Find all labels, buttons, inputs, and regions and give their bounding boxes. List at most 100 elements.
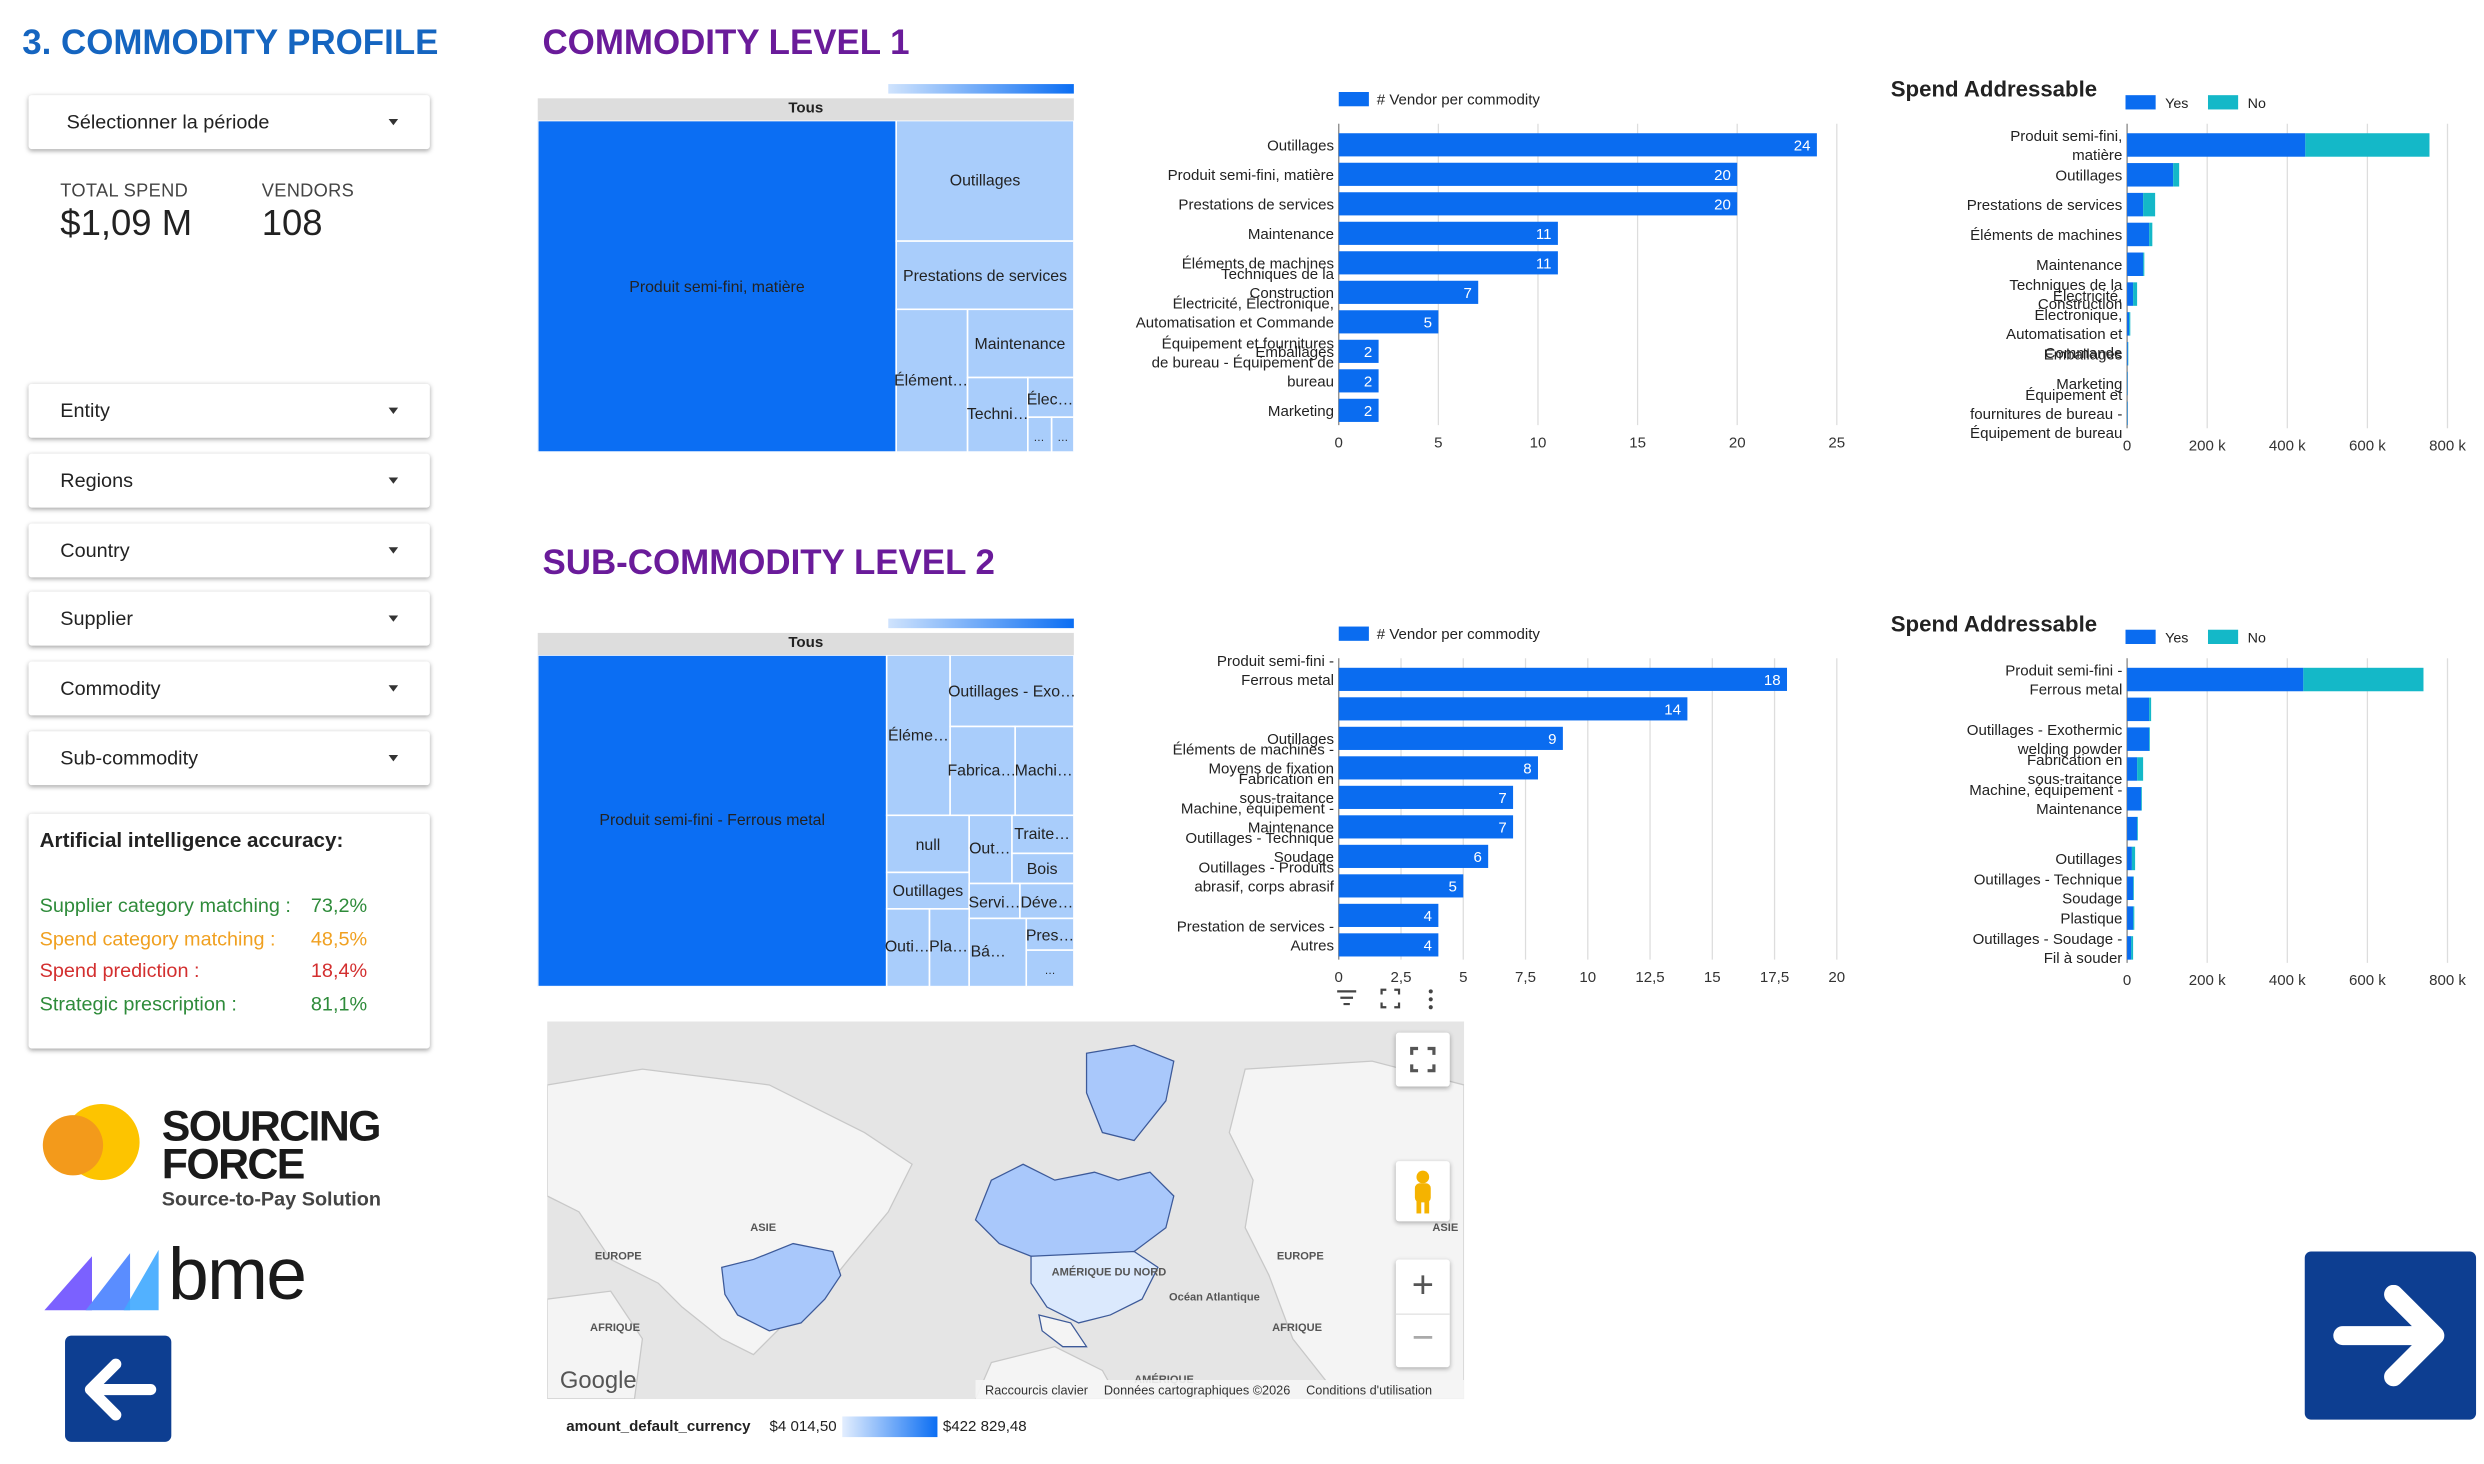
legend-label: # Vendor per commodity — [1377, 92, 1541, 109]
map-footer-text: Données cartographiques ©2026 — [1103, 1382, 1291, 1397]
x-tick-label: 5 — [1434, 434, 1442, 451]
x-tick-label: 17,5 — [1760, 969, 1789, 986]
category-label: Produit semi-fini -Ferrous metal — [1217, 653, 1334, 689]
bme-logo: bme — [44, 1232, 361, 1316]
google-logo: Google — [559, 1367, 637, 1395]
legend-swatch — [2125, 95, 2156, 110]
bar-value-label: 24 — [1794, 137, 1811, 154]
bar-yes — [2127, 906, 2134, 930]
bar-yes — [2127, 727, 2150, 751]
treemap-level1[interactable]: Tous Produit semi-fini, matière Outillag… — [537, 84, 1074, 453]
x-tick-label: 7,5 — [1515, 969, 1536, 986]
more-vert-icon[interactable] — [1428, 989, 1433, 1010]
treemap-cell-label: Pres… — [1026, 928, 1074, 945]
legend-swatch — [1338, 91, 1369, 107]
filter-country[interactable]: Country — [28, 523, 430, 578]
scale-field-label: amount_default_currency — [566, 1417, 751, 1435]
treemap-cell-label: Élément… — [894, 370, 968, 389]
bar — [1338, 310, 1439, 334]
legend-swatch — [2207, 629, 2239, 644]
treemap-cell-label: null — [916, 837, 941, 854]
filter-label: Commodity — [60, 677, 161, 700]
category-label: Outillages — [2055, 167, 2122, 184]
bar-no — [2173, 163, 2180, 187]
treemap-level2-cells: Produit semi-fini - Ferrous metal Éléme…… — [537, 655, 1074, 987]
bar-yes — [2127, 846, 2132, 871]
bar-value-label: 2 — [1364, 373, 1372, 390]
filter-icon[interactable] — [1337, 990, 1357, 1006]
treemap-gradient-legend — [888, 84, 1074, 94]
caret-down-icon — [388, 615, 399, 622]
sourcing-force-logo: SOURCING FORCE Source-to-Pay Solution — [41, 1103, 406, 1218]
bar — [1338, 339, 1379, 363]
filter-sub-commodity[interactable]: Sub-commodity — [28, 731, 430, 786]
map-region-usa — [1030, 1250, 1159, 1324]
map-color-scale: amount_default_currency $4 014,50 $422 8… — [566, 1415, 1027, 1437]
treemap-level2[interactable]: Tous Produit semi-fini - Ferrous metal É… — [537, 618, 1074, 987]
x-tick-label: 12,5 — [1635, 969, 1664, 986]
bar — [1338, 369, 1379, 393]
back-button[interactable] — [65, 1335, 172, 1442]
filter-label: Country — [60, 539, 130, 562]
bar-no — [2149, 697, 2152, 722]
period-selector[interactable]: Sélectionner la période — [28, 95, 430, 150]
zoom-out-button[interactable]: − — [1395, 1313, 1450, 1367]
category-label: Maintenance — [1248, 226, 1334, 243]
arrow-left-icon — [84, 1357, 156, 1420]
bar-no — [2131, 846, 2136, 871]
legend-swatch — [2125, 629, 2156, 644]
treemap-header: Tous — [537, 98, 1074, 121]
legend-label: No — [2248, 96, 2266, 112]
filter-entity[interactable]: Entity — [28, 383, 430, 438]
next-button[interactable] — [2304, 1251, 2477, 1420]
spend-addressable-chart-2[interactable]: Spend Addressable Yes No 0 200 k 400 k 600 k 80… — [1888, 601, 2484, 998]
x-tick-label: 20 — [1729, 434, 1746, 451]
map-region-mexico — [1038, 1314, 1088, 1348]
bar-value-label: 7 — [1498, 819, 1506, 836]
treemap-cell-label: Outillages — [950, 173, 1021, 190]
x-tick-label: 0 — [1335, 434, 1343, 451]
bar — [1338, 815, 1514, 839]
vendor-bar-chart-2[interactable]: # Vendor per commodity 0 2,5 5 7,5 10 12,5 15 17… — [1094, 617, 1855, 998]
fullscreen-icon[interactable] — [1380, 988, 1401, 1009]
ai-accuracy-title: Artificial intelligence accuracy: — [39, 827, 344, 852]
ai-row-value: 18,4% — [310, 959, 368, 982]
treemap-level1-cells: Produit semi-fini, matière Outillages Pr… — [537, 120, 1074, 453]
bar-yes — [2127, 222, 2150, 247]
category-label: Outillages - Soudage -Fil à souder — [1973, 931, 2123, 967]
map-footer-link[interactable]: Conditions d'utilisation — [1306, 1382, 1433, 1397]
bar-value-label: 2 — [1364, 344, 1372, 361]
bar-value-label: 6 — [1473, 849, 1481, 866]
map-label: EUROPE — [1277, 1250, 1324, 1262]
bar — [1338, 133, 1817, 157]
treemap-cell-label: Fabrica… — [947, 763, 1016, 780]
treemap-cell-label: Produit semi-fini - Ferrous metal — [599, 812, 825, 829]
filter-commodity[interactable]: Commodity — [28, 661, 430, 716]
bar-no — [2137, 816, 2138, 841]
treemap-cell-label: Out… — [969, 840, 1010, 857]
total-spend-kpi: TOTAL SPEND $1,09 M — [60, 182, 192, 244]
caret-down-icon — [388, 407, 399, 414]
world-map[interactable]: ASIE EUROPE AFRIQUE AMÉRIQUE DU NORD Océ… — [547, 1021, 1465, 1400]
map-fullscreen-button[interactable] — [1395, 1032, 1450, 1087]
bar-no — [2141, 787, 2142, 811]
filter-supplier[interactable]: Supplier — [28, 591, 430, 646]
spend-addressable-chart-1[interactable]: Spend Addressable Yes No 0 200 k 400 k 600 k 80… — [1888, 67, 2484, 464]
treemap-cell-label: Servi… — [969, 894, 1021, 911]
category-label: Outillages - Produits abrasif, corps abra… — [1194, 859, 1334, 895]
category-label: Électricité, Électronique, Automatisation … — [2006, 288, 2123, 362]
x-tick-label: 5 — [1459, 969, 1467, 986]
level1-title: COMMODITY LEVEL 1 — [542, 22, 910, 62]
x-tick-label: 0 — [2123, 972, 2131, 989]
map-footer-link[interactable]: Raccourcis clavier — [985, 1382, 1088, 1397]
filter-regions[interactable]: Regions — [28, 453, 430, 508]
category-label: Machine, équipement -Maintenance — [1969, 782, 2122, 818]
bar-yes — [2127, 252, 2144, 276]
x-tick-label: 200 k — [2189, 437, 2226, 454]
total-spend-value: $1,09 M — [60, 201, 193, 243]
zoom-in-button[interactable]: + — [1411, 1264, 1434, 1308]
bar-value-label: 11 — [1536, 255, 1552, 272]
street-view-pegman[interactable] — [1395, 1161, 1450, 1222]
x-tick-label: 0 — [2123, 437, 2131, 454]
